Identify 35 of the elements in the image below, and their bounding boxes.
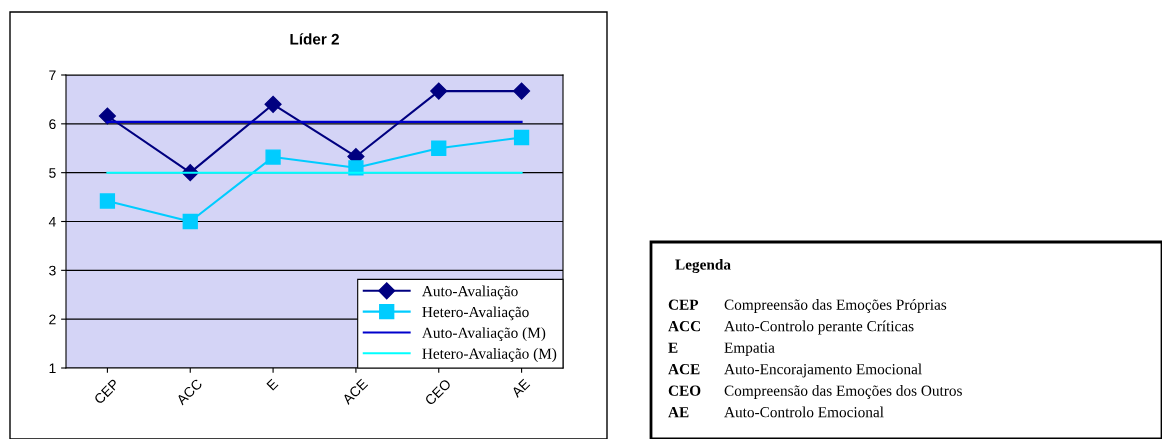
x-tick-label: E xyxy=(266,378,279,391)
y-tick-label: 1 xyxy=(49,363,56,374)
point xyxy=(431,140,447,156)
text: Legenda xyxy=(675,259,731,273)
point xyxy=(98,107,116,125)
text: Auto-Controlo perante Críticas xyxy=(724,320,914,335)
category-label: ACE xyxy=(668,364,700,375)
y-tick-label: 6 xyxy=(49,119,56,129)
category-label: ACC xyxy=(668,321,700,332)
text: Compreensão das Emoções Próprias xyxy=(724,299,947,313)
legend-label: Auto-Avaliação (M) xyxy=(422,327,546,342)
y-tick-label: 2 xyxy=(49,314,56,325)
y-tick-label: 7 xyxy=(49,70,56,81)
text: Auto-Controlo Emocional xyxy=(724,406,884,418)
category-label: E xyxy=(668,342,678,353)
category-label: CEP xyxy=(668,299,699,310)
category-label: AE xyxy=(668,407,689,418)
point xyxy=(430,82,448,100)
point xyxy=(182,213,198,230)
text: Auto-Encorajamento Emocional xyxy=(724,363,922,378)
legend-label: Hetero-Avaliação (M) xyxy=(422,348,557,362)
legend-label: Auto-Avaliação xyxy=(422,285,518,300)
point xyxy=(513,129,530,146)
point xyxy=(513,82,531,100)
y-tick-label: 3 xyxy=(49,265,56,276)
text: Compreensão das Emoções dos Outros xyxy=(724,385,962,399)
point xyxy=(265,149,281,165)
point xyxy=(264,95,282,113)
text: Empatia xyxy=(724,342,775,356)
legend-label: Hetero-Avaliação xyxy=(422,306,529,321)
point xyxy=(99,193,116,209)
chart-title: Líder 2 xyxy=(290,33,339,45)
y-tick-label: 5 xyxy=(49,168,56,178)
x-tick-label: AE xyxy=(510,378,531,398)
y-tick-label: 4 xyxy=(48,216,56,227)
